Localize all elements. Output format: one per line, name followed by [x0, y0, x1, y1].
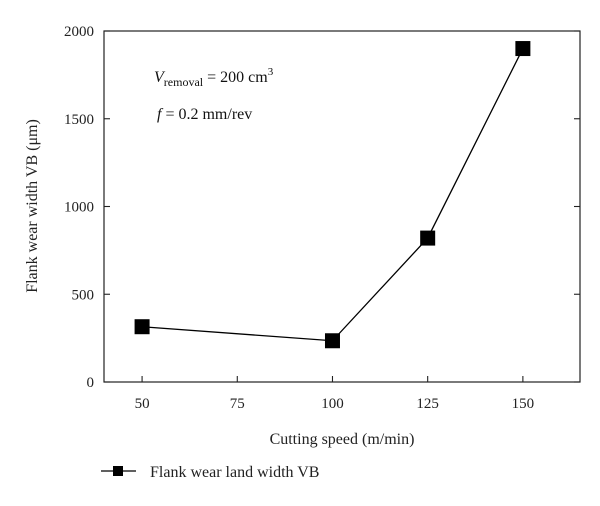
annotation-removal-volume: Vremoval = 200 cm3: [154, 66, 274, 89]
annotation-removal-rest: = 200 cm: [203, 69, 268, 86]
legend-marker: [113, 466, 123, 476]
x-tick-label-50: 50: [135, 396, 150, 412]
x-tick-label-125: 125: [416, 396, 439, 412]
annotation-feed-rest: = 0.2 mm/rev: [161, 106, 252, 123]
x-tick-label-100: 100: [321, 396, 344, 412]
x-axis-title: Cutting speed (m/min): [270, 431, 415, 448]
y-tick-label-1000: 1000: [64, 200, 94, 216]
annotation-removal-var: V: [154, 69, 166, 86]
x-tick-label-150: 150: [512, 396, 535, 412]
data-point-150: [515, 41, 531, 57]
data-point-125: [420, 230, 436, 246]
y-tick-label-500: 500: [72, 287, 95, 303]
ticks: [104, 30, 580, 383]
data-point-50: [134, 319, 150, 335]
annotation-removal-sup: 3: [268, 66, 274, 78]
y-axis-title: Flank wear width VB (μm): [24, 119, 41, 293]
data-point-100: [324, 333, 340, 349]
y-tick-label-1500: 1500: [64, 112, 94, 128]
annotation-feed-var: f: [157, 106, 164, 123]
annotation-removal-sub: removal: [164, 75, 204, 89]
y-tick-label-0: 0: [87, 375, 95, 391]
annotation-feed: f = 0.2 mm/rev: [157, 106, 252, 123]
series-layer: [134, 41, 531, 349]
legend-label: Flank wear land width VB: [150, 464, 319, 481]
y-tick-label-2000: 2000: [64, 24, 94, 40]
legend: Flank wear land width VB: [101, 464, 319, 481]
series-line-0: [142, 48, 524, 342]
x-tick-label-75: 75: [230, 396, 245, 412]
